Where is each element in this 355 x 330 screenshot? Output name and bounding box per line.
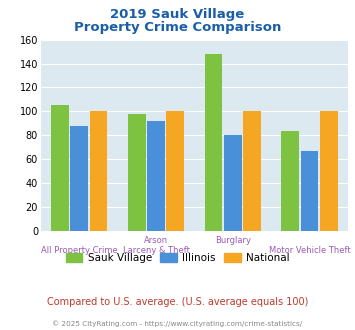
Bar — [320, 112, 338, 231]
Text: All Property Crime: All Property Crime — [41, 246, 118, 255]
Bar — [243, 112, 261, 231]
Text: Larceny & Theft: Larceny & Theft — [122, 246, 190, 255]
Text: Property Crime Comparison: Property Crime Comparison — [74, 21, 281, 34]
Bar — [128, 114, 146, 231]
Text: Compared to U.S. average. (U.S. average equals 100): Compared to U.S. average. (U.S. average … — [47, 297, 308, 307]
Bar — [205, 54, 222, 231]
Legend: Sauk Village, Illinois, National: Sauk Village, Illinois, National — [61, 249, 294, 267]
Bar — [166, 112, 184, 231]
Bar — [301, 151, 318, 231]
Text: Motor Vehicle Theft: Motor Vehicle Theft — [269, 246, 350, 255]
Text: Arson: Arson — [144, 236, 168, 245]
Bar — [89, 112, 107, 231]
Bar — [51, 105, 69, 231]
Text: 2019 Sauk Village: 2019 Sauk Village — [110, 8, 245, 21]
Bar — [147, 121, 165, 231]
Bar — [282, 131, 299, 231]
Bar — [224, 135, 241, 231]
Text: © 2025 CityRating.com - https://www.cityrating.com/crime-statistics/: © 2025 CityRating.com - https://www.city… — [53, 320, 302, 327]
Text: Burglary: Burglary — [215, 236, 251, 245]
Bar — [70, 126, 88, 231]
